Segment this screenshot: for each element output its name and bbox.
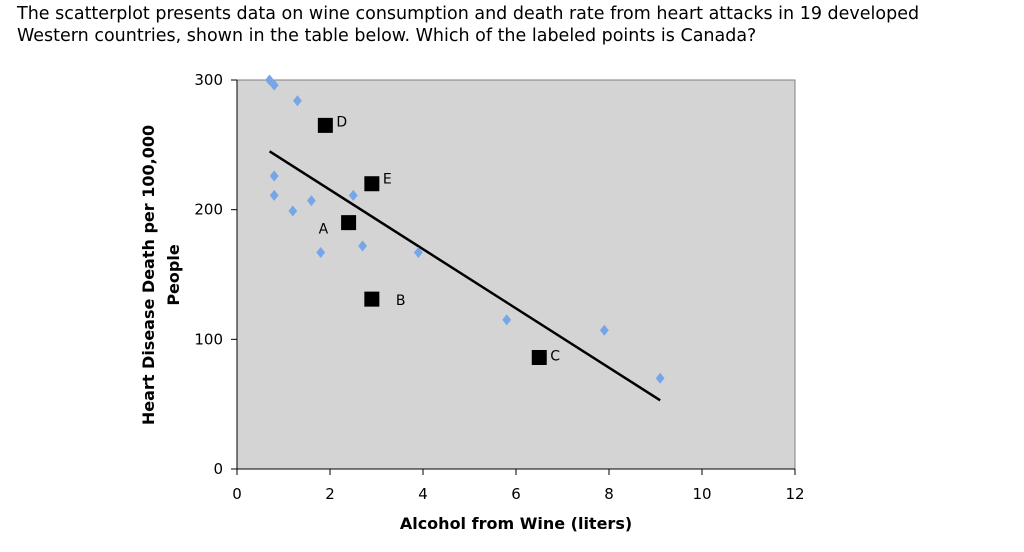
point-label-b: B [396,293,406,309]
data-point-a [341,215,357,231]
data-point-diamond [316,246,326,258]
data-point-diamond [502,314,512,326]
data-point-b [364,291,380,307]
x-tick-label: 2 [325,485,335,503]
y-tick-label: 200 [194,201,223,219]
question-text: The scatterplot presents data on wine co… [17,3,1017,47]
data-point-e [364,176,380,192]
x-tick-label: 8 [604,485,614,503]
data-point-diamond [307,195,316,207]
data-point-diamond [655,372,665,384]
trend-line [268,150,661,402]
data-point-diamond [288,205,298,217]
x-tick-label: 6 [511,485,521,503]
question-line-1: The scatterplot presents data on wine co… [17,4,920,24]
data-point-diamond [269,79,279,91]
point-label-e: E [383,172,392,188]
data-point-diamond [348,189,358,201]
tick-labels: 0 2 4 6 8 10 12 0 100 200 300 [194,71,804,503]
y-axis-title-line-2: People [164,244,183,306]
x-tick-label: 10 [692,485,711,503]
data-point-d [317,117,333,133]
x-tick-label: 12 [785,485,804,503]
data-point-diamond [293,95,302,107]
y-tick-label: 0 [213,460,223,478]
y-axis-title-line-1: Heart Disease Death per 100,000 [139,125,158,425]
point-label-a: A [319,222,329,238]
axes [231,79,796,475]
y-tick-label: 100 [194,330,223,348]
point-label-d: D [336,114,347,130]
plot-area [236,79,796,470]
y-tick-label: 300 [194,71,223,89]
data-point-diamond [358,240,367,252]
x-axis-title: Alcohol from Wine (liters) [400,514,632,533]
data-point-diamond [269,170,279,182]
data-point-diamond [269,189,279,201]
x-tick-label: 4 [418,485,428,503]
data-point-c [531,349,547,365]
x-tick-label: 0 [232,485,242,503]
point-label-c: C [550,348,560,364]
data-points: A B C D E [265,74,665,384]
data-point-diamond [599,324,609,336]
data-point-diamond [413,246,423,258]
question-line-2: Western countries, shown in the table be… [17,26,757,46]
